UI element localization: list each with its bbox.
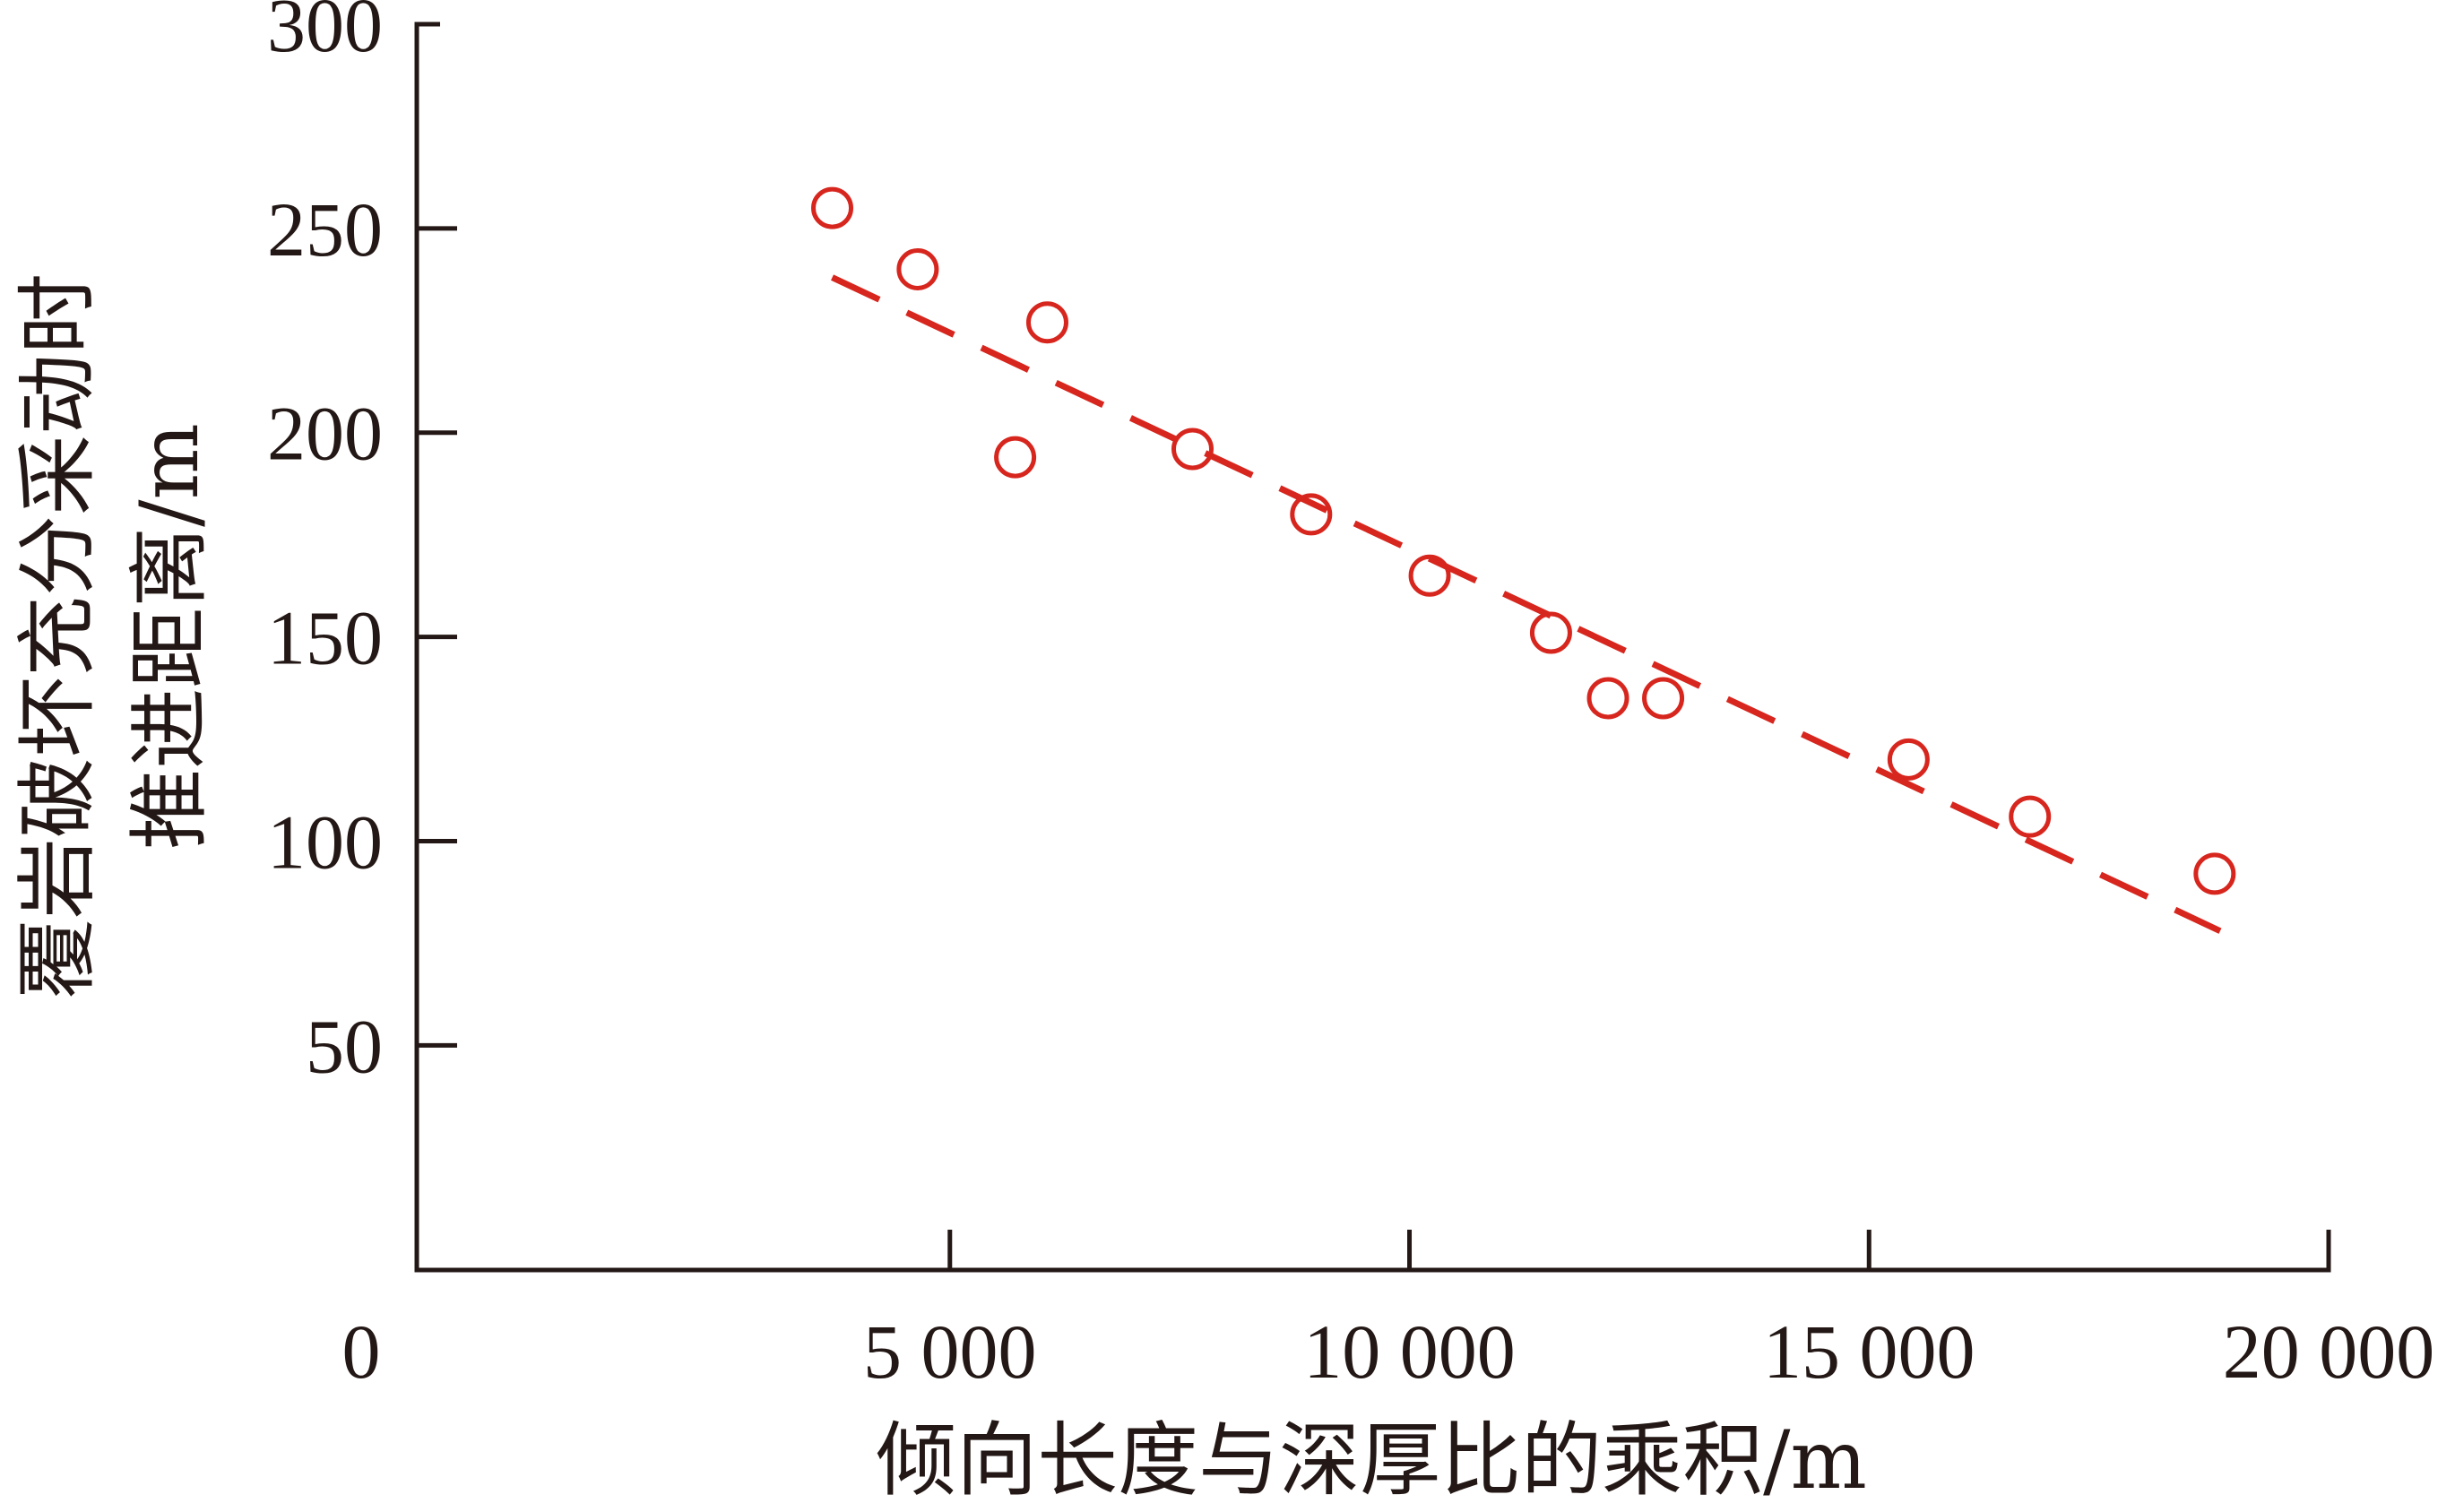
x-axis-title: 倾向长度与深厚比的乘积/m xyxy=(876,1413,1867,1508)
y-axis-title: 覆岩破坏充分采动时 推进距离/m xyxy=(11,273,217,999)
data-point xyxy=(1642,677,1685,720)
y-tick-label: 150 xyxy=(267,595,383,681)
x-tick-label: 15 000 xyxy=(1763,1309,1975,1395)
axes: 50 100 150 200 250 300 5 000 10 000 15 000 20 00… xyxy=(267,0,2434,1395)
y-tick-label: 300 xyxy=(267,0,383,68)
data-point xyxy=(1025,301,1068,344)
data-point xyxy=(1408,554,1451,597)
y-axis-title-line-1: 覆岩破坏充分采动时 xyxy=(11,273,105,999)
y-tick-label: 100 xyxy=(267,799,383,885)
y-tick-label: 50 xyxy=(306,1003,383,1089)
data-point xyxy=(2193,852,2236,895)
data-point xyxy=(811,186,854,229)
x-tick-label: 5 000 xyxy=(863,1309,1037,1395)
data-point xyxy=(1887,738,1930,781)
data-point xyxy=(896,247,939,290)
y-tick-label: 200 xyxy=(267,391,383,477)
x-tick-label: 10 000 xyxy=(1303,1309,1516,1395)
data-point xyxy=(2009,795,2052,838)
trendline xyxy=(831,274,2222,934)
data-point xyxy=(1290,493,1333,536)
data-point xyxy=(1171,428,1215,471)
data-points xyxy=(811,186,2236,895)
x-axis-ticks: 5 000 10 000 15 000 20 000 xyxy=(863,1230,2434,1395)
data-point xyxy=(994,436,1037,479)
data-point xyxy=(1586,677,1629,720)
y-axis-ticks: 50 100 150 200 250 300 xyxy=(267,0,457,1089)
origin-label: 0 xyxy=(342,1309,381,1395)
x-tick-label: 20 000 xyxy=(2223,1309,2435,1395)
y-tick-label: 250 xyxy=(267,186,383,272)
data-point xyxy=(1529,611,1572,654)
axis-lines xyxy=(414,22,2331,1273)
y-axis-title-line-2: 推进距离/m xyxy=(123,423,217,850)
